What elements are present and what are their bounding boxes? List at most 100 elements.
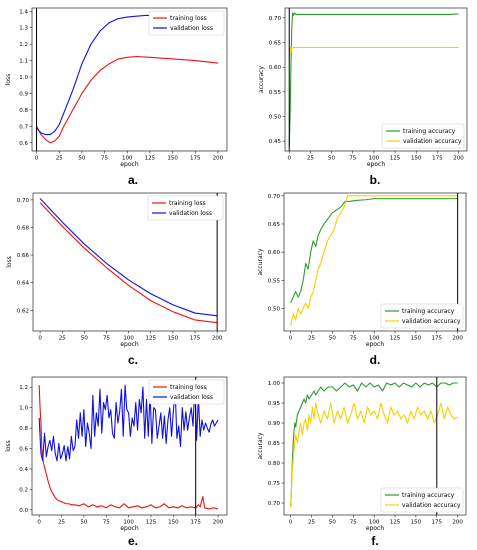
x-tick-label: 125 xyxy=(390,156,401,162)
y-tick-label: 0.70 xyxy=(269,16,282,22)
legend: training accuracy validation accuracy xyxy=(380,487,464,513)
x-tick-label: 100 xyxy=(123,520,134,526)
panel-label: a. xyxy=(128,173,138,187)
x-tick-label: 150 xyxy=(167,156,178,162)
legend: training loss validation loss xyxy=(148,379,225,405)
x-tick-label: 125 xyxy=(390,520,401,526)
y-tick-label: 0.85 xyxy=(268,441,281,447)
y-tick-label: 0.68 xyxy=(17,226,30,232)
y-tick-label: 0.6 xyxy=(19,447,28,453)
y-tick-label: 0.50 xyxy=(268,306,281,312)
x-tick-label: 150 xyxy=(411,336,422,342)
y-tick-label: 1.2 xyxy=(19,42,28,48)
y-tick-label: 0.65 xyxy=(269,41,282,47)
legend: training loss validation loss xyxy=(148,10,225,36)
panel-label: e. xyxy=(128,534,138,548)
x-tick-label: 75 xyxy=(103,520,110,526)
x-tick-label: 175 xyxy=(432,336,443,342)
y-tick-label: 0.45 xyxy=(269,139,282,145)
x-axis-label: epoch xyxy=(366,525,384,532)
series-line-training-accuracy xyxy=(290,198,458,304)
x-tick-label: 75 xyxy=(101,156,108,162)
x-axis-label: epoch xyxy=(120,525,138,532)
x-tick-label: 75 xyxy=(103,336,110,342)
y-tick-label: 0.6 xyxy=(19,141,28,147)
y-tick-label: 0.90 xyxy=(268,421,281,427)
x-tick-label: 125 xyxy=(146,520,157,526)
panel-label: c. xyxy=(128,353,138,367)
legend-box xyxy=(381,123,465,149)
x-tick-label: 200 xyxy=(212,336,223,342)
series-line-training-accuracy xyxy=(288,12,459,147)
x-tick-label: 50 xyxy=(81,336,88,342)
plot-frame xyxy=(283,376,467,516)
x-tick-label: 200 xyxy=(453,156,464,162)
legend-entry: training accuracy xyxy=(402,492,455,499)
y-tick-label: 1.0 xyxy=(19,75,28,81)
plot-frame xyxy=(31,7,228,152)
legend-entry: training accuracy xyxy=(402,308,455,315)
x-tick-label: 75 xyxy=(350,336,357,342)
y-tick-label: 0.60 xyxy=(269,65,282,71)
y-tick-label: 0.60 xyxy=(268,250,281,256)
legend-entry: validation accuracy xyxy=(402,502,461,509)
x-axis-label: epoch xyxy=(367,161,385,168)
y-tick-label: 0.70 xyxy=(268,194,281,200)
series-line-validation-accuracy xyxy=(290,195,458,326)
legend-entry: training loss xyxy=(170,384,207,391)
x-tick-label: 100 xyxy=(123,336,134,342)
y-tick-label: 0.65 xyxy=(268,222,281,228)
series-line-training-accuracy xyxy=(290,382,458,508)
y-tick-label: 0.4 xyxy=(19,467,28,473)
x-tick-label: 200 xyxy=(452,520,463,526)
legend-box xyxy=(148,10,225,36)
y-tick-label: 1.00 xyxy=(268,381,281,387)
panel-label: d. xyxy=(370,353,381,367)
x-tick-label: 50 xyxy=(80,520,87,526)
legend-entry: training loss xyxy=(169,200,206,207)
plot-frame xyxy=(31,376,228,516)
series-line-validation-accuracy xyxy=(288,46,459,58)
legend-box xyxy=(148,379,225,405)
x-tick-label: 25 xyxy=(308,336,315,342)
y-tick-label: 0.80 xyxy=(268,461,281,467)
y-tick-label: 0.8 xyxy=(19,108,28,114)
y-tick-label: 0.70 xyxy=(17,198,30,204)
x-tick-label: 100 xyxy=(369,156,380,162)
x-tick-label: 50 xyxy=(329,520,336,526)
legend-box xyxy=(380,487,464,513)
x-tick-label: 125 xyxy=(390,336,401,342)
legend-entry: validation accuracy xyxy=(402,318,461,325)
legend-entry: validation accuracy xyxy=(403,138,462,145)
x-tick-label: 50 xyxy=(328,156,335,162)
plot-frame xyxy=(283,192,467,332)
legend: training loss validation loss xyxy=(147,195,224,221)
legend-entry: validation loss xyxy=(169,210,212,217)
y-tick-label: 0.8 xyxy=(19,426,28,432)
x-tick-label: 25 xyxy=(56,156,63,162)
x-tick-label: 125 xyxy=(145,336,156,342)
x-tick-label: 50 xyxy=(329,336,336,342)
panel-label: f. xyxy=(371,534,378,548)
x-tick-label: 0 xyxy=(37,520,41,526)
y-tick-label: 0.95 xyxy=(268,401,281,407)
x-axis-label: epoch xyxy=(366,341,384,348)
y-tick-label: 1.3 xyxy=(19,26,28,32)
x-tick-label: 0 xyxy=(38,336,42,342)
x-tick-label: 25 xyxy=(307,156,314,162)
x-axis-label: epoch xyxy=(120,341,138,348)
series-line-validation-loss xyxy=(39,198,218,317)
legend-box xyxy=(147,195,224,221)
y-tick-label: 0.64 xyxy=(17,281,30,287)
y-tick-label: 0.9 xyxy=(19,91,28,97)
x-axis-label: epoch xyxy=(120,161,138,168)
series-line-training-loss xyxy=(36,55,218,144)
y-axis-label: accuracy xyxy=(258,66,265,94)
x-tick-label: 175 xyxy=(432,520,443,526)
y-tick-label: 0.70 xyxy=(268,501,281,507)
series-line-training-loss xyxy=(38,385,219,510)
y-tick-label: 0.2 xyxy=(19,487,28,493)
y-tick-label: 1.2 xyxy=(19,385,28,391)
legend-entry: validation loss xyxy=(170,25,213,32)
series-line-validation-loss xyxy=(38,384,219,462)
